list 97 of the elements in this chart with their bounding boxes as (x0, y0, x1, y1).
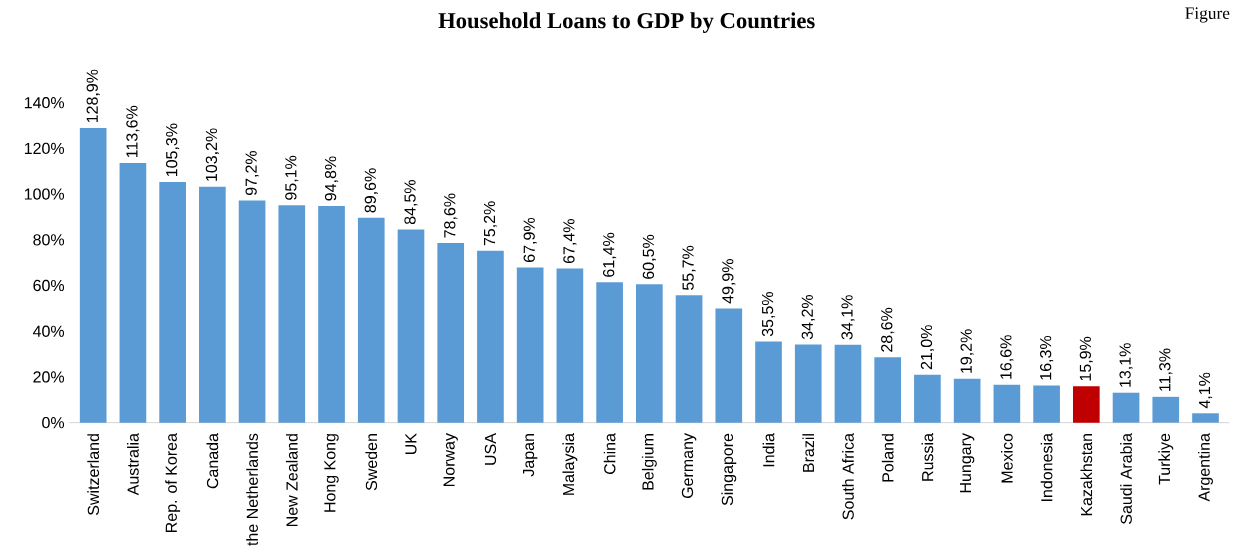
x-tick-label: China (603, 433, 616, 475)
data-label: 11,3% (1159, 348, 1173, 391)
x-tick-label: Poland (881, 434, 894, 482)
x-tick-label: Japan (523, 434, 538, 477)
x-tick-label: New Zealand (285, 434, 298, 527)
bar (238, 200, 266, 423)
x-tick-label: the Netherlands (246, 433, 258, 546)
data-label: 34,2% (801, 294, 815, 340)
bar (834, 344, 862, 423)
bar (914, 374, 941, 423)
data-label: 28,6% (881, 307, 895, 352)
bar (874, 357, 902, 423)
bar (1072, 386, 1100, 423)
x-tick-label: Belgium (641, 434, 657, 490)
y-tick-label: 60% (33, 279, 65, 292)
bar (397, 229, 425, 423)
bar (278, 205, 306, 423)
x-tick-label: Norway (443, 433, 458, 486)
x-tick-label: Saudi Arabia (1120, 433, 1132, 524)
data-label: 34,1% (841, 295, 855, 340)
data-label: 97,2% (245, 150, 259, 196)
data-label: 89,6% (364, 168, 378, 213)
y-tick-label: 20% (33, 371, 65, 383)
x-tick-label: Argentina (1198, 433, 1213, 502)
data-label: 4,1% (1198, 372, 1213, 409)
bar (636, 284, 663, 423)
data-label: 61,4% (603, 232, 617, 277)
data-label: 94,8% (324, 156, 339, 201)
bar (159, 181, 186, 423)
bar (596, 282, 623, 423)
bar (119, 163, 147, 423)
x-tick-label: Malaysia (562, 433, 578, 495)
x-tick-label: Switzerland (87, 434, 100, 516)
y-tick-label: 140% (24, 97, 65, 109)
x-tick-label: Canada (206, 433, 219, 489)
y-tick-label: 120% (24, 142, 65, 155)
x-tick-label: Turkiye (1158, 433, 1174, 485)
bar (755, 341, 782, 423)
bar (993, 384, 1021, 423)
data-label: 49,9% (722, 259, 736, 304)
bar (1112, 392, 1140, 423)
data-label: 103,2% (205, 128, 219, 181)
y-tick-label: 100% (24, 188, 65, 200)
data-label: 16,3% (1039, 335, 1054, 380)
text: Figure (1185, 7, 1230, 23)
y-tick-label: 0% (42, 417, 65, 429)
data-label: 19,2% (960, 329, 974, 373)
x-tick-label: Mexico (1001, 433, 1013, 483)
data-label: 13,1% (1119, 343, 1133, 387)
x-tick-label: Singapore (721, 433, 737, 506)
data-label: 78,6% (444, 193, 458, 238)
bar (715, 308, 743, 423)
bar (556, 268, 584, 423)
data-label: 21,0% (920, 325, 935, 370)
y-tick-label: 40% (32, 325, 65, 337)
x-tick-label: Hungary (959, 433, 975, 493)
bar (675, 295, 703, 423)
bar (477, 250, 504, 423)
data-label: 16,6% (1000, 335, 1014, 379)
x-tick-label: India (762, 433, 775, 467)
data-label: 67,4% (563, 219, 577, 264)
data-label: 60,5% (642, 234, 656, 279)
bar (1152, 396, 1180, 423)
bar (437, 243, 465, 423)
x-tick-label: UK (405, 433, 417, 455)
bar (1033, 385, 1060, 423)
x-tick-label: Sweden (365, 434, 378, 491)
data-label: 75,2% (483, 201, 498, 246)
x-tick-label: Hong Kong (324, 434, 339, 512)
x-tick-label: Germany (681, 433, 697, 499)
data-label: 67,9% (523, 217, 537, 262)
data-label: 15,9% (1079, 336, 1093, 381)
y-tick-label: 80% (33, 234, 65, 246)
bar (318, 205, 345, 423)
bar (1192, 413, 1219, 423)
bar (794, 344, 822, 423)
x-tick-label: South Africa (842, 433, 854, 520)
bar (199, 186, 226, 423)
data-label: 128,9% (86, 69, 100, 123)
data-label: 35,5% (761, 292, 776, 337)
bar (516, 267, 544, 423)
data-label: 105,3% (166, 123, 180, 177)
x-tick-label: Australia (127, 433, 139, 496)
x-tick-label: Brazil (802, 434, 815, 472)
x-tick-label: Russia (921, 433, 934, 481)
data-label: 55,7% (682, 245, 696, 290)
x-tick-label: Kazakhstan (1080, 434, 1093, 516)
data-label: 84,5% (404, 180, 418, 225)
bar (79, 128, 107, 423)
bar (357, 217, 385, 423)
data-label: 95,1% (285, 155, 299, 200)
bar (953, 378, 981, 423)
data-label: 113,6% (126, 105, 140, 158)
chart-title: Household Loans to GDP by Countries (438, 12, 815, 33)
x-tick-label: USA (484, 433, 497, 465)
x-tick-label: Rep. of Korea (165, 433, 181, 532)
x-tick-label: Indonesia (1040, 433, 1053, 501)
